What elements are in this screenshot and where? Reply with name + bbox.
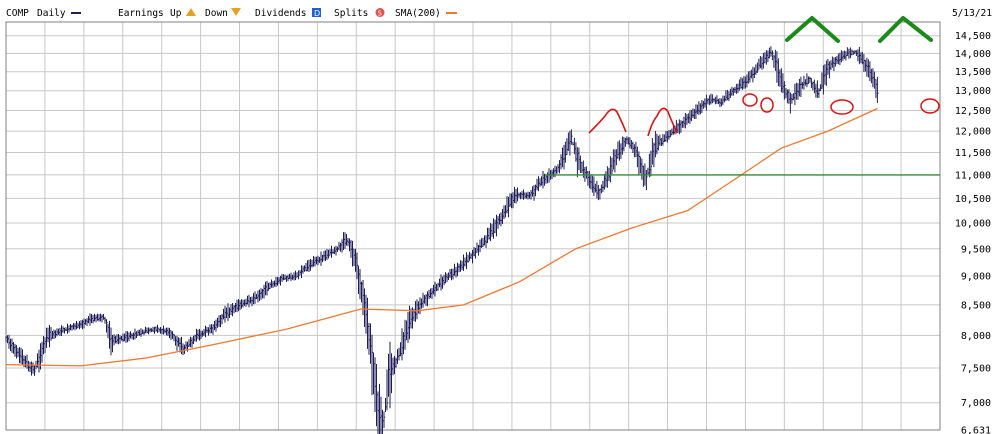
red-peak-arch [647,107,678,137]
price-bars [5,46,879,434]
legend-symbol: COMP [6,8,29,19]
y-tick-label: 13,000 [955,86,991,97]
red-circle [760,97,774,113]
y-tick-label: 10,500 [955,194,991,205]
legend-earnings: Earnings [118,8,164,19]
sma-series [5,107,878,367]
price-line-swatch [71,12,81,14]
price-series [5,46,879,434]
dividends-glyph: D [314,9,320,18]
y-tick-label: 8,500 [961,300,991,311]
earnings-up-icon [186,8,196,16]
splits-glyph: S [378,10,383,18]
red-peak-arch [588,108,627,134]
y-axis: 14,500 14,000 13,500 13,000 12,500 12,000 11,5… [955,31,991,434]
legend-sma: SMA(200) [395,8,441,19]
y-tick-label: 12,000 [955,127,991,138]
sma-line-swatch [446,12,457,14]
splits-icon [375,8,385,17]
y-tick-label: 6,631 [961,426,991,434]
hand-drawn-annotations [588,16,940,137]
sma-line [5,107,878,367]
plot-frame [5,21,941,431]
y-tick-label: 8,000 [961,331,991,342]
legend-period: Daily [37,8,66,19]
y-tick-label: 14,000 [955,49,991,60]
legend-down: Down [205,8,228,19]
y-tick-label: 14,500 [955,31,991,42]
legend-dividends: Dividends [255,8,306,19]
legend-splits: Splits [334,8,368,19]
y-tick-label: 7,000 [961,398,991,409]
red-circle [830,99,854,115]
y-tick-label: 12,500 [955,106,991,117]
y-tick-label: 9,000 [961,272,991,283]
y-tick-label: 13,500 [955,67,991,78]
legend-date: 5/13/21 [952,8,992,19]
earnings-down-icon [231,8,241,16]
y-tick-label: 9,500 [961,244,991,255]
green-chevron [785,16,840,43]
red-circle [742,93,758,107]
y-tick-label: 11,500 [955,148,991,159]
y-tick-label: 7,500 [961,363,991,374]
chart-legend: COMP Daily Earnings Up Down Dividends D … [6,8,992,19]
y-tick-label: 10,000 [955,218,991,229]
legend-up: Up [170,8,182,19]
y-tick-label: 11,000 [955,170,991,181]
red-circle [920,98,940,114]
dividends-icon [312,8,321,17]
green-chevron [878,16,933,43]
